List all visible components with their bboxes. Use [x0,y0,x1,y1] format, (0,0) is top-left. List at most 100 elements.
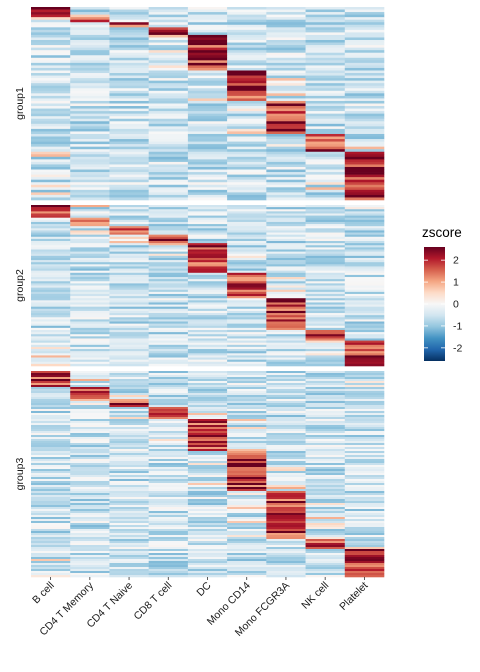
heatmap-cell [227,575,267,578]
heatmap-cell [31,421,71,424]
heatmap-cell [187,50,228,54]
heatmap-cell [266,9,306,13]
heatmap-cell [187,509,228,512]
heatmap-cell [344,453,385,456]
heatmap-cell [187,327,228,331]
heatmap-cell [70,551,110,554]
heatmap-cell [266,315,306,318]
heatmap-cell [305,45,346,48]
heatmap-cell [109,236,149,240]
heatmap-cell [148,42,189,46]
heatmap-cell [70,315,110,318]
heatmap-cell [266,164,306,168]
heatmap-cell [31,361,71,365]
heatmap-cell [187,172,228,175]
heatmap-cell [70,457,110,460]
heatmap-cell [344,161,385,165]
heatmap-cell [266,24,306,28]
heatmap-cell [266,281,306,284]
heatmap-cell [227,281,267,284]
heatmap-cell [31,411,71,414]
heatmap-cell [344,164,385,168]
heatmap-cell [305,205,346,208]
heatmap-cell [227,88,267,92]
heatmap-cell [344,85,385,89]
heatmap-cell [70,217,110,221]
heatmap-cell [227,371,267,374]
heatmap-cell [187,98,228,102]
heatmap-cell [305,457,346,460]
heatmap-cell [227,455,267,458]
heatmap-cell [70,465,110,468]
heatmap-cell [31,431,71,434]
heatmap-cell [187,543,228,546]
heatmap-cell [70,133,110,137]
heatmap-cell [344,304,385,307]
heatmap-cell [148,344,189,348]
heatmap-cell [31,443,71,446]
heatmap-cell [31,445,71,448]
heatmap-cell [344,551,385,554]
heatmap-cell [187,523,228,526]
heatmap-cell [31,139,71,142]
heatmap-cell [70,226,110,229]
heatmap-cell [70,425,110,428]
heatmap-cell [109,503,149,506]
heatmap-cell [227,272,267,276]
heatmap-cell [31,338,71,341]
heatmap-cell [31,32,71,36]
heatmap-cell [31,451,71,454]
heatmap-cell [31,9,71,13]
heatmap-cell [109,403,149,406]
x-tick-label: NK cell [299,580,331,612]
heatmap-cell [187,29,228,33]
heatmap-cell [266,465,306,468]
heatmap-cell [109,234,149,238]
heatmap-cell [305,7,346,10]
heatmap-cell [148,457,189,460]
heatmap-cell [148,315,189,318]
heatmap-cell [305,553,346,556]
heatmap-cell [31,228,71,231]
heatmap-cell [148,123,189,127]
heatmap-cell [31,108,71,112]
heatmap-cell [266,29,306,33]
heatmap-cell [187,149,228,153]
heatmap-cell [305,485,346,488]
heatmap-cell [227,221,267,225]
heatmap-cell [305,393,346,396]
heatmap-panel-group3: group3 [14,371,385,578]
heatmap-cell [344,531,385,534]
heatmap-cell [109,393,149,396]
heatmap-cell [31,209,71,212]
heatmap-cell [266,389,306,392]
heatmap-cell [148,232,189,235]
heatmap-cell [187,319,228,322]
heatmap-cell [344,371,385,374]
heatmap-cell [266,113,306,117]
heatmap-cell [70,499,110,502]
heatmap-cell [344,395,385,398]
heatmap-cell [148,447,189,450]
heatmap-cell [70,32,110,36]
heatmap-cell [344,118,385,122]
heatmap-cell [344,241,385,244]
heatmap-cell [31,371,71,374]
heatmap-cell [266,83,306,87]
heatmap-cell [148,373,189,376]
heatmap-cell [344,251,385,255]
heatmap-cell [187,323,228,327]
heatmap-cell [148,551,189,554]
heatmap-cell [227,108,267,112]
heatmap-cell [148,539,189,542]
heatmap-cell [227,415,267,418]
heatmap-cell [31,535,71,538]
heatmap-cell [344,465,385,468]
heatmap-cell [305,451,346,454]
heatmap-cell [344,543,385,546]
heatmap-cell [187,565,228,568]
heatmap-cell [305,332,346,335]
heatmap-cell [31,565,71,568]
heatmap-cell [266,559,306,562]
heatmap-cell [266,344,306,348]
